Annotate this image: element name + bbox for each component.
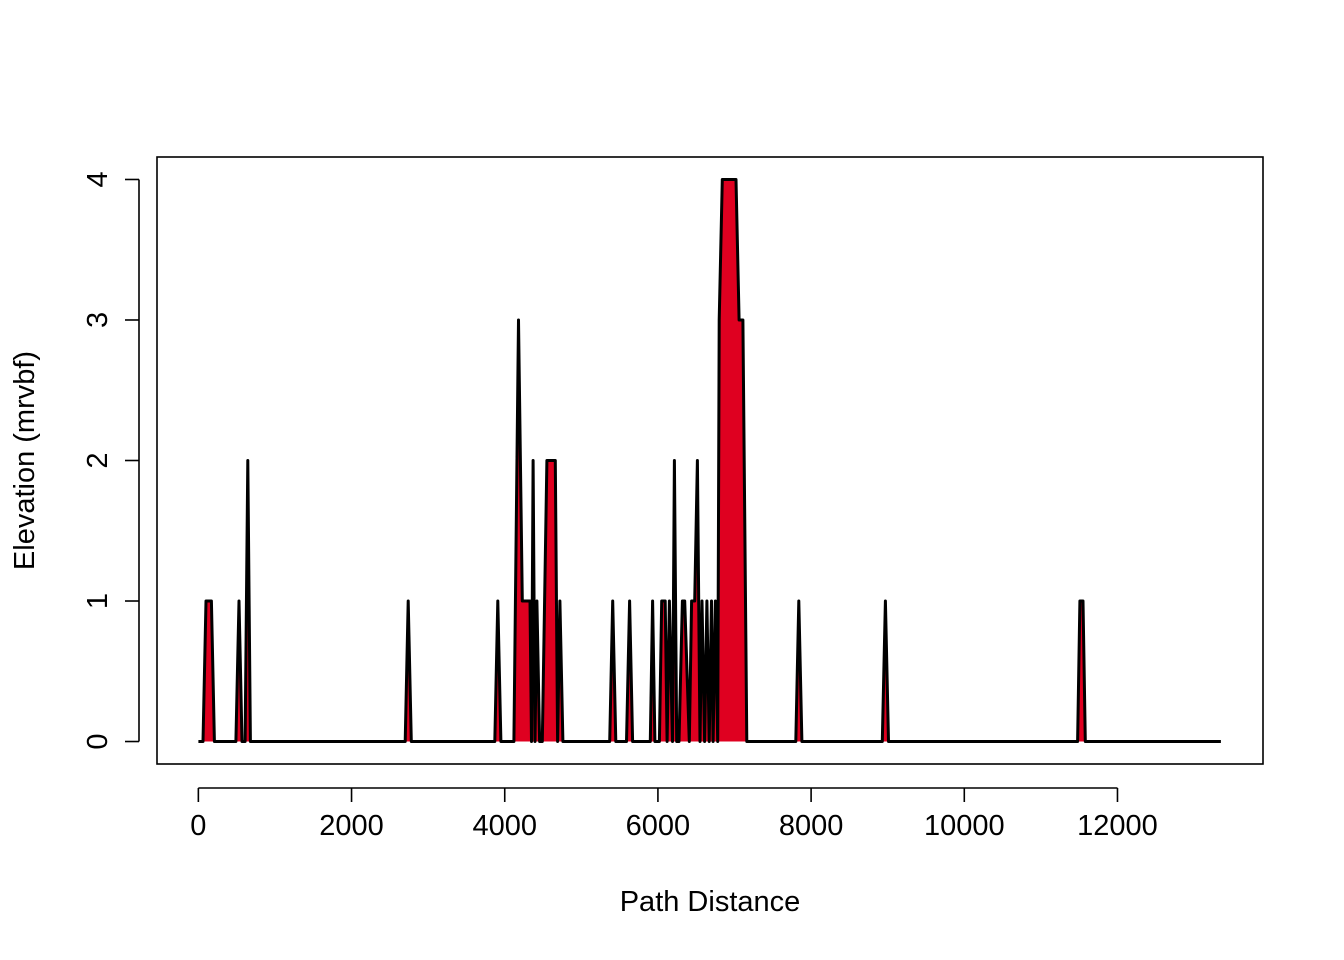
x-tick-label: 10000 (924, 810, 1005, 842)
y-tick-label: 3 (82, 312, 114, 328)
elevation-line (198, 178, 1221, 743)
x-tick-label: 4000 (472, 810, 537, 842)
x-axis: 0 2000 4000 6000 8000 10000 12000 (190, 787, 1158, 842)
y-tick-label: 2 (82, 452, 114, 468)
x-axis-title: Path Distance (620, 886, 801, 918)
profile-layer (198, 178, 1221, 743)
y-tick-label: 0 (82, 733, 114, 749)
x-tick-label: 2000 (319, 810, 384, 842)
y-tick-label: 1 (82, 593, 114, 609)
x-tick-label: 12000 (1077, 810, 1158, 842)
y-axis-title: Elevation (mrvbf) (9, 351, 41, 570)
x-tick-label: 8000 (779, 810, 844, 842)
x-tick-label: 0 (190, 810, 206, 842)
plot-frame (156, 156, 1264, 765)
x-tick-label: 6000 (626, 810, 691, 842)
y-axis: 0 1 2 3 4 (82, 171, 140, 750)
y-tick-label: 4 (82, 171, 114, 187)
